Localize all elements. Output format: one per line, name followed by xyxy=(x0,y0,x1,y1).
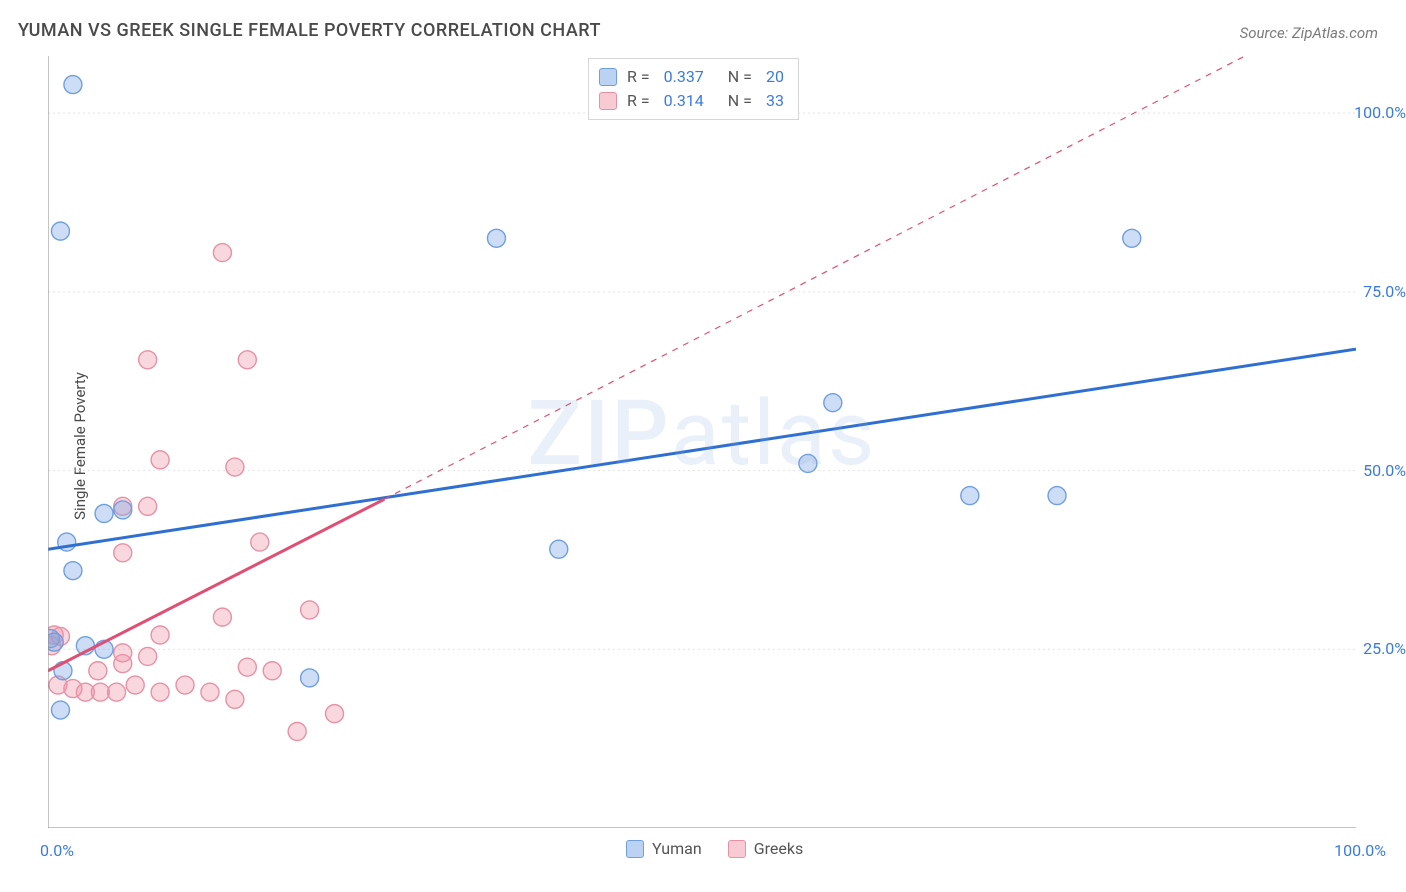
y-tick-label: 25.0% xyxy=(1346,639,1406,658)
chart-container: YUMAN VS GREEK SINGLE FEMALE POVERTY COR… xyxy=(0,0,1406,892)
r-value: 0.314 xyxy=(664,89,704,113)
legend-correlation: R = 0.337 N = 20 R = 0.314 N = 33 xyxy=(588,58,799,120)
legend-label: Yuman xyxy=(652,839,702,858)
y-tick-label: 75.0% xyxy=(1346,282,1406,301)
r-value: 0.337 xyxy=(664,65,704,89)
plot-area: ZIPatlas R = 0.337 N = 20 R = 0.314 N = … xyxy=(48,56,1356,828)
n-value: 33 xyxy=(766,89,784,113)
n-label: N = xyxy=(728,89,752,113)
y-tick-label: 50.0% xyxy=(1346,461,1406,480)
swatch-icon xyxy=(728,840,746,858)
swatch-icon xyxy=(626,840,644,858)
chart-title: YUMAN VS GREEK SINGLE FEMALE POVERTY COR… xyxy=(18,20,601,41)
swatch-icon xyxy=(599,92,617,110)
r-label: R = xyxy=(627,65,650,89)
legend-item-greeks: Greeks xyxy=(728,839,804,858)
x-axis-max-label: 100.0% xyxy=(1334,841,1386,860)
r-label: R = xyxy=(627,89,650,113)
legend-series: Yuman Greeks xyxy=(626,839,803,858)
x-axis-min-label: 0.0% xyxy=(40,841,74,860)
legend-row-yuman: R = 0.337 N = 20 xyxy=(599,65,784,89)
y-tick-label: 100.0% xyxy=(1346,103,1406,122)
n-value: 20 xyxy=(766,65,784,89)
n-label: N = xyxy=(728,65,752,89)
legend-label: Greeks xyxy=(754,839,804,858)
legend-item-yuman: Yuman xyxy=(626,839,702,858)
chart-svg xyxy=(48,56,1356,828)
source-credit: Source: ZipAtlas.com xyxy=(1240,24,1378,42)
legend-row-greeks: R = 0.314 N = 33 xyxy=(599,89,784,113)
swatch-icon xyxy=(599,68,617,86)
